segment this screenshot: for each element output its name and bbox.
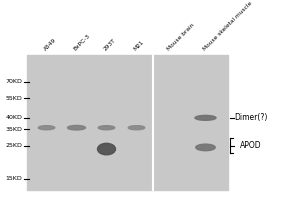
- Text: M21: M21: [133, 40, 145, 52]
- Ellipse shape: [196, 144, 215, 151]
- Text: 70KD: 70KD: [6, 79, 22, 84]
- Text: Dimer(?): Dimer(?): [234, 113, 267, 122]
- Text: 293T: 293T: [103, 38, 117, 52]
- Text: 15KD: 15KD: [6, 176, 22, 181]
- Ellipse shape: [98, 126, 115, 130]
- Ellipse shape: [195, 115, 216, 120]
- Text: 55KD: 55KD: [6, 96, 22, 101]
- Text: 40KD: 40KD: [6, 115, 22, 120]
- Text: A549: A549: [43, 38, 57, 52]
- Text: 25KD: 25KD: [6, 143, 22, 148]
- Text: Mouse brain: Mouse brain: [166, 23, 195, 52]
- Bar: [27, 55, 228, 190]
- Ellipse shape: [68, 125, 85, 130]
- Text: Mouse skeletal muscle: Mouse skeletal muscle: [202, 1, 253, 52]
- Text: 35KD: 35KD: [6, 127, 22, 132]
- Ellipse shape: [38, 126, 55, 130]
- Ellipse shape: [128, 126, 145, 130]
- Text: BxPC-3: BxPC-3: [73, 34, 92, 52]
- Ellipse shape: [98, 143, 116, 155]
- Text: APOD: APOD: [240, 141, 262, 150]
